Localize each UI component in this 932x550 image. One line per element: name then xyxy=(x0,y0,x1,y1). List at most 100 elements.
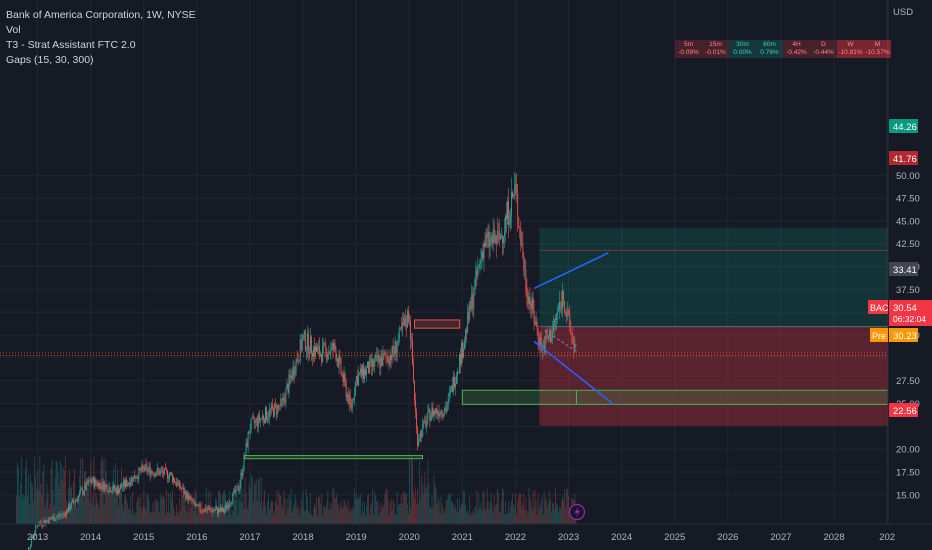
candle-body xyxy=(182,487,184,490)
candle-body xyxy=(111,490,113,493)
volume-bar xyxy=(32,485,34,524)
symbol-title[interactable]: Bank of America Corporation, 1W, NYSE xyxy=(6,9,196,21)
candle-body xyxy=(394,341,396,354)
volume-bar xyxy=(482,491,484,524)
volume-bar xyxy=(274,510,276,524)
volume-bar xyxy=(283,490,285,524)
candle-body xyxy=(554,319,555,326)
volume-bar xyxy=(24,496,25,524)
candle-body xyxy=(248,432,250,434)
candle-body xyxy=(347,393,349,404)
volume-bar xyxy=(458,511,459,524)
candle-body xyxy=(256,418,258,427)
candle-body xyxy=(466,329,468,333)
volume-bar xyxy=(172,490,173,524)
volume-bar xyxy=(258,477,260,524)
volume-bar xyxy=(171,498,172,524)
volume-bar xyxy=(520,493,522,524)
candle-body xyxy=(552,325,554,331)
candle-body xyxy=(125,479,127,487)
candle-body xyxy=(413,364,414,381)
premarket-price-tag: Pre 30.23 xyxy=(870,328,918,342)
candle-body xyxy=(266,407,267,420)
candle-body xyxy=(130,482,132,486)
candle-body xyxy=(503,230,505,237)
candle-body xyxy=(472,293,474,309)
volume-bar xyxy=(336,493,338,524)
candle-body xyxy=(348,394,350,404)
volume-bar xyxy=(539,505,541,524)
volume-bar xyxy=(480,502,482,524)
volume-bar xyxy=(413,490,414,524)
candle-body xyxy=(254,420,256,423)
volume-bar xyxy=(472,509,474,524)
volume-bar xyxy=(327,490,329,524)
volume-bar xyxy=(320,503,322,524)
volume-bar xyxy=(569,514,571,524)
volume-bar xyxy=(191,494,193,524)
indicator-t3-strat[interactable]: T3 - Strat Assistant FTC 2.0 xyxy=(6,39,136,51)
volume-bar xyxy=(329,502,331,524)
volume-bar xyxy=(386,489,388,524)
volume-bar xyxy=(58,486,60,524)
volume-bar xyxy=(527,514,529,524)
candle-body xyxy=(140,470,142,472)
candle-body xyxy=(525,269,527,291)
candle-body xyxy=(138,468,140,480)
volume-bar xyxy=(401,503,403,524)
volume-bar xyxy=(542,514,544,524)
candle-body xyxy=(426,420,428,427)
volume-bar xyxy=(28,474,30,524)
lightning-icon[interactable] xyxy=(568,503,586,521)
volume-bar xyxy=(350,510,352,524)
candle-body xyxy=(192,499,194,501)
volume-bar xyxy=(47,493,49,524)
candle-body xyxy=(88,479,90,485)
volume-bar xyxy=(235,499,237,524)
candle-body xyxy=(521,243,523,245)
volume-bar xyxy=(97,503,99,524)
volume-bar xyxy=(354,499,356,524)
candle-body xyxy=(107,491,109,493)
volume-bar xyxy=(141,511,143,524)
time-tick-label: 202 xyxy=(879,532,895,543)
indicator-gaps[interactable]: Gaps (15, 30, 300) xyxy=(6,54,94,66)
candle-body xyxy=(380,357,382,368)
indicator-vol[interactable]: Vol xyxy=(6,24,21,36)
timeframe-label: D xyxy=(821,41,826,48)
candle-body xyxy=(207,507,209,510)
volume-bar xyxy=(562,495,564,524)
candle-body xyxy=(517,193,519,218)
candle-body xyxy=(484,243,486,247)
volume-bar xyxy=(353,488,355,524)
candle-body xyxy=(381,357,383,366)
volume-bar xyxy=(126,499,128,524)
volume-bar xyxy=(179,498,181,524)
volume-bar xyxy=(26,459,27,524)
candle-body xyxy=(171,472,172,475)
volume-bar xyxy=(435,488,437,524)
candle-body xyxy=(195,505,197,507)
candle-body xyxy=(249,429,251,434)
candle-body xyxy=(550,337,552,342)
volume-bar xyxy=(411,456,412,524)
trendlines[interactable] xyxy=(533,252,615,406)
volume-bar xyxy=(251,476,253,524)
volume-bar xyxy=(142,506,144,524)
candle-body xyxy=(177,482,179,486)
price-tick-label: 17.50 xyxy=(896,467,920,478)
volume-bar xyxy=(478,493,480,524)
candle-body xyxy=(187,492,189,501)
volume-bar xyxy=(127,503,129,524)
volume-bar xyxy=(377,501,379,524)
volume-bar xyxy=(395,515,397,524)
target-price-text: 44.26 xyxy=(893,122,917,133)
volume-bar xyxy=(174,510,176,524)
volume-bar xyxy=(535,500,537,524)
candle-body xyxy=(100,483,102,486)
volume-bar xyxy=(391,510,393,524)
bar-countdown: 06:32:04 xyxy=(893,314,926,324)
volume-bar xyxy=(103,505,105,524)
candle-body xyxy=(116,487,118,494)
